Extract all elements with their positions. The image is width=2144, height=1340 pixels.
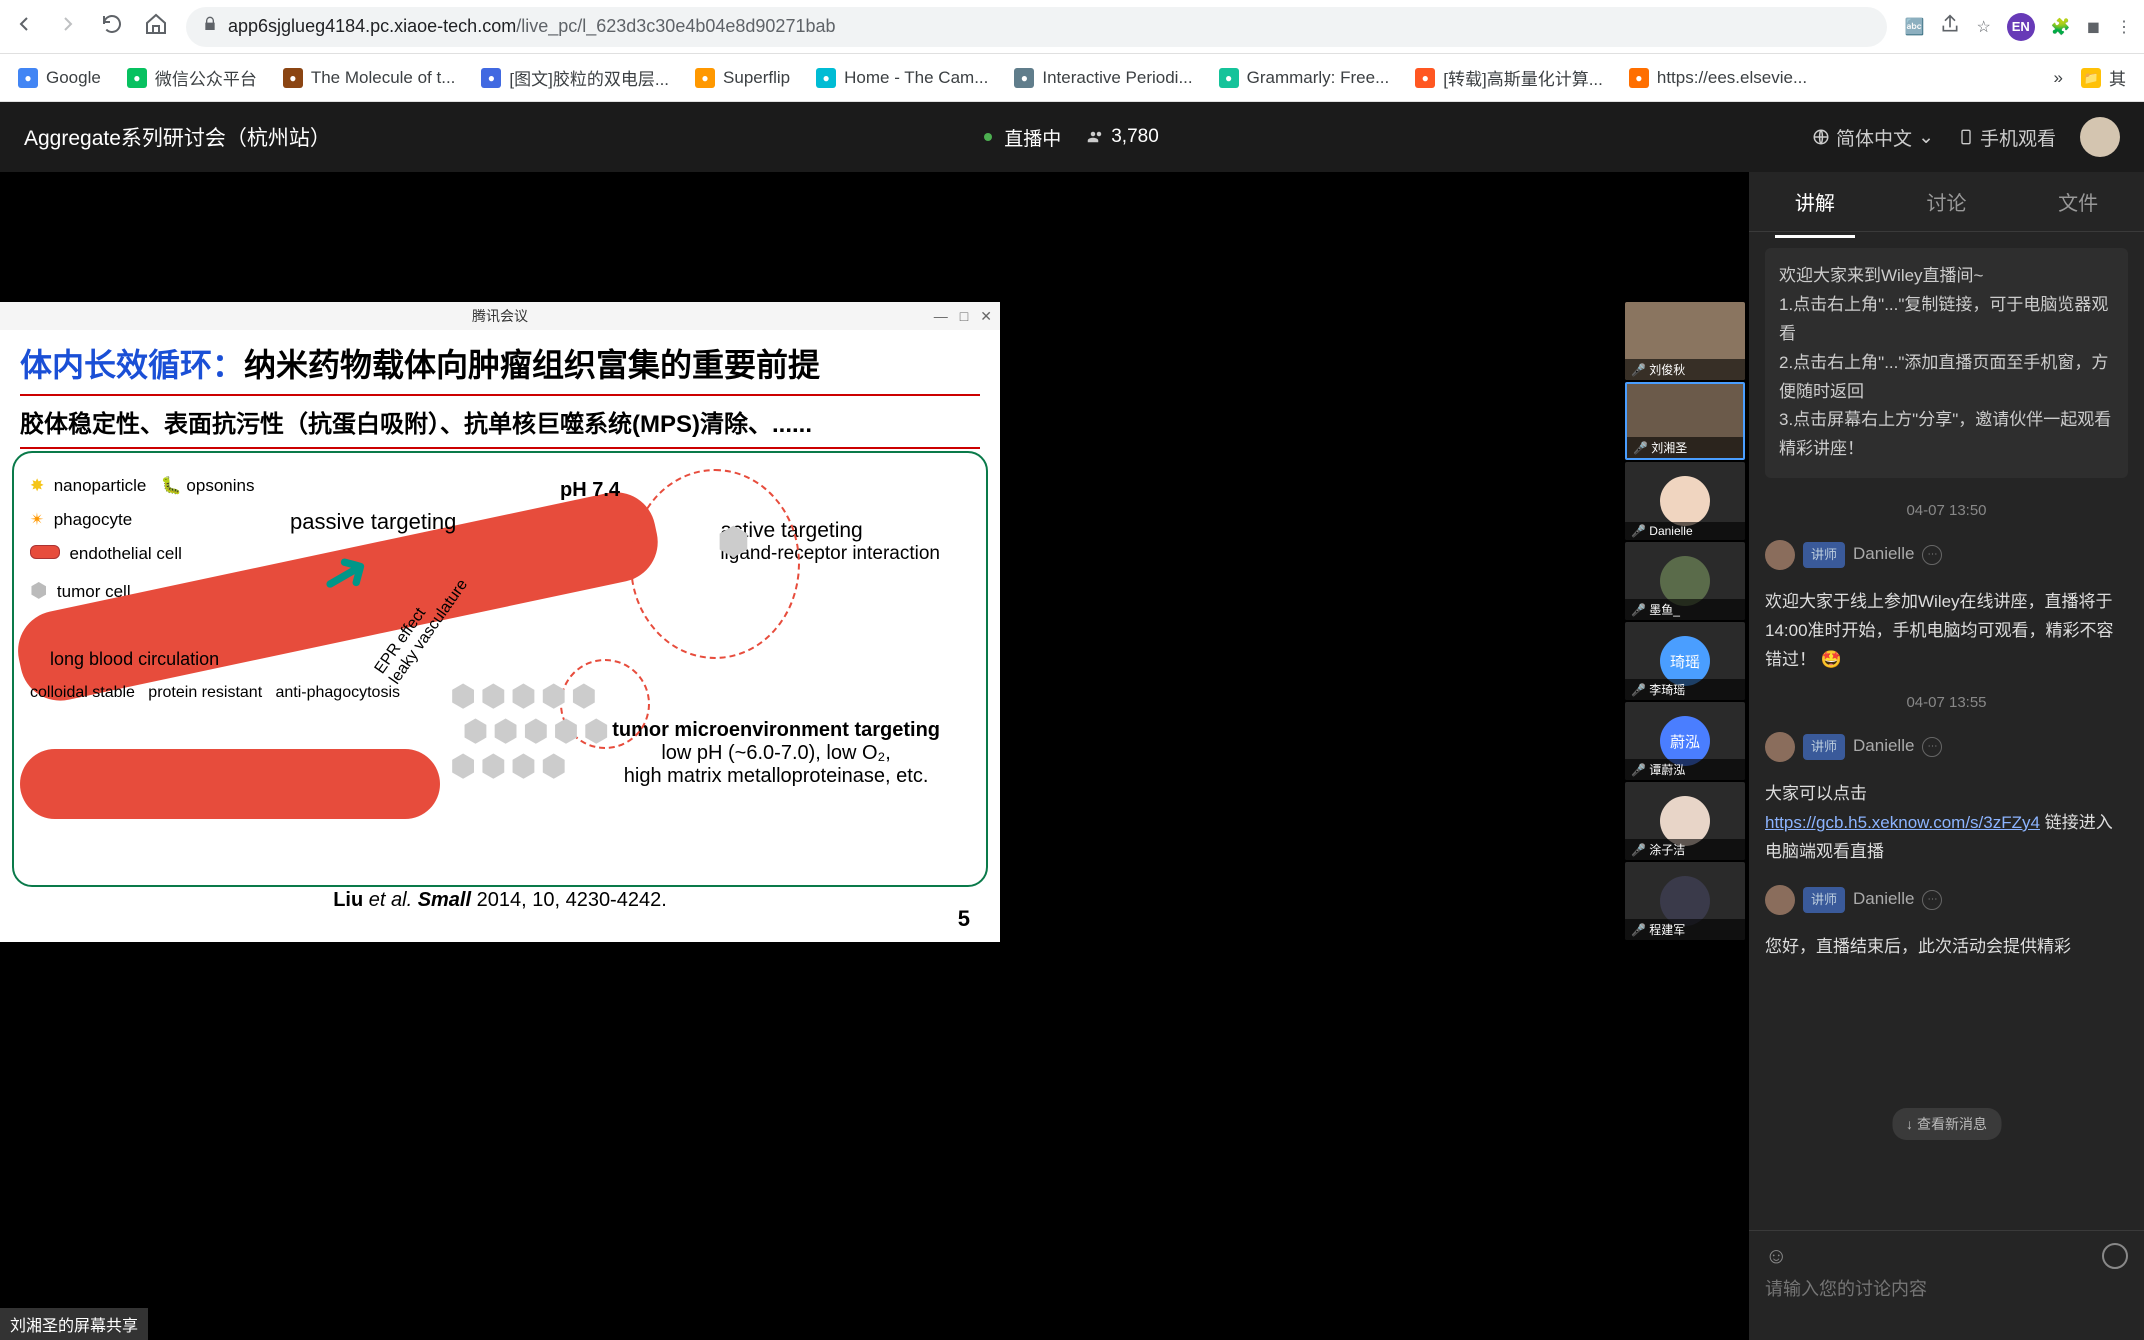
new-message-pill[interactable]: ↓ 查看新消息 [1892, 1108, 2001, 1140]
chat-body[interactable]: 欢迎大家来到Wiley直播间~ 1.点击右上角"..."复制链接，可于电脑览器观… [1749, 232, 2144, 1230]
screenshare-label: 刘湘圣的屏幕共享 [0, 1308, 148, 1340]
profile-badge[interactable]: EN [2007, 13, 2035, 41]
chat-user-row: 讲师 Danielle ⋯ [1765, 540, 2128, 570]
bookmark-item[interactable]: ●Grammarly: Free... [1219, 68, 1390, 88]
url-bar[interactable]: app6sjglueg4184.pc.xiaoe-tech.com/live_p… [186, 7, 1887, 47]
bookmark-item[interactable]: ●The Molecule of t... [283, 68, 456, 88]
menu-icon[interactable]: ⋮ [2116, 17, 2132, 37]
chat-username: Danielle [1853, 732, 1914, 761]
minimize-icon[interactable]: — [934, 308, 948, 325]
browser-toolbar: app6sjglueg4184.pc.xiaoe-tech.com/live_p… [0, 0, 2144, 54]
participant-tile[interactable]: 蔚泓🎤 谭蔚泓 [1625, 702, 1745, 780]
participants-grid: 🎤 刘俊秋🎤 刘湘圣🎤 Danielle🎤 墨鱼_琦瑶🎤 李琦瑶蔚泓🎤 谭蔚泓🎤… [1625, 302, 1745, 940]
participant-tile[interactable]: 🎤 刘湘圣 [1625, 382, 1745, 460]
participant-tile[interactable]: 🎤 墨鱼_ [1625, 542, 1745, 620]
lecturer-badge: 讲师 [1803, 542, 1845, 568]
user-avatar[interactable] [2080, 117, 2120, 157]
bookmark-item[interactable]: ●Superflip [695, 68, 790, 88]
bookmark-item[interactable]: ●Google [18, 68, 101, 88]
chat-user-row: 讲师 Danielle ⋯ [1765, 732, 2128, 762]
back-button[interactable] [12, 12, 36, 41]
chat-timestamp: 04-07 13:50 [1765, 498, 2128, 524]
translate-icon[interactable]: 🔤 [1905, 17, 1925, 37]
slide-diagram: ✸ nanoparticle 🐛 opsonins ✴ phagocyte en… [20, 459, 980, 879]
bookmark-item[interactable]: ●Interactive Periodi... [1014, 68, 1192, 88]
account-icon[interactable]: ◼ [2087, 17, 2100, 37]
slide-subtitle: 胶体稳定性、表面抗污性（抗蛋白吸附）、抗单核巨噬系统(MPS)清除、...... [20, 394, 980, 449]
chat-notice: 欢迎大家来到Wiley直播间~ 1.点击右上角"..."复制链接，可于电脑览器观… [1765, 248, 2128, 478]
star-icon[interactable]: ☆ [1976, 17, 1990, 37]
bookmark-item[interactable]: ●Home - The Cam... [816, 68, 988, 88]
chat-message: 欢迎大家于线上参加Wiley在线讲座，直播将于14:00准时开始，手机电脑均可观… [1765, 588, 2128, 675]
window-titlebar: 腾讯会议 — □ ✕ [0, 302, 1000, 330]
chat-message: 大家可以点击 https://gcb.h5.xeknow.com/s/3zFZy… [1765, 780, 2128, 867]
slide-citation: Liu et al. Small 2014, 10, 4230-4242. [20, 889, 980, 912]
slide-page-number: 5 [958, 906, 970, 932]
extensions-icon[interactable]: 🧩 [2051, 17, 2071, 37]
live-status: 直播中 [984, 124, 1061, 151]
tab-explain[interactable]: 讲解 [1775, 179, 1855, 224]
chat-timestamp: 04-07 13:55 [1765, 690, 2128, 716]
participant-tile[interactable]: 🎤 刘俊秋 [1625, 302, 1745, 380]
send-button[interactable] [2102, 1243, 2128, 1269]
participant-tile[interactable]: 🎤 程建军 [1625, 862, 1745, 940]
participant-tile[interactable]: 🎤 涂子洁 [1625, 782, 1745, 860]
mobile-watch[interactable]: 手机观看 [1958, 124, 2056, 151]
bookmark-item[interactable]: ●[图文]胶粒的双电层... [481, 65, 669, 90]
close-icon[interactable]: ✕ [980, 308, 992, 325]
app-header: Aggregate系列研讨会（杭州站） 直播中 3,780 简体中文 ⌄ 手机观… [0, 102, 2144, 172]
reload-button[interactable] [100, 12, 124, 41]
bookmark-item[interactable]: ●[转载]高斯量化计算... [1415, 65, 1603, 90]
bookmarks-bar: ●Google ●微信公众平台 ●The Molecule of t... ●[图文]… [0, 54, 2144, 102]
maximize-icon[interactable]: □ [960, 308, 968, 325]
chat-username: Danielle [1853, 540, 1914, 569]
participant-tile[interactable]: 🎤 Danielle [1625, 462, 1745, 540]
tab-discuss[interactable]: 讨论 [1906, 179, 1986, 224]
lecturer-badge: 讲师 [1803, 887, 1845, 913]
chat-avatar [1765, 732, 1795, 762]
chat-more-icon[interactable]: ⋯ [1922, 545, 1942, 565]
video-area: 腾讯会议 — □ ✕ 体内长效循环：纳米药物载体向肿瘤组织富集的重要前提 胶体稳… [0, 172, 1749, 1340]
chat-avatar [1765, 885, 1795, 915]
chat-tabs: 讲解 讨论 文件 [1749, 172, 2144, 232]
url-text: app6sjglueg4184.pc.xiaoe-tech.com/live_p… [228, 16, 836, 37]
emoji-button[interactable]: ☺ [1765, 1243, 1787, 1269]
bookmark-item[interactable]: ●微信公众平台 [127, 65, 257, 90]
chat-avatar [1765, 540, 1795, 570]
lock-icon [202, 16, 218, 37]
bookmark-item[interactable]: ●https://ees.elsevie... [1629, 68, 1807, 88]
viewer-count: 3,780 [1087, 126, 1159, 148]
forward-button[interactable] [56, 12, 80, 41]
home-button[interactable] [144, 12, 168, 41]
chat-username: Danielle [1853, 885, 1914, 914]
slide-heading: 体内长效循环：纳米药物载体向肿瘤组织富集的重要前提 [20, 340, 980, 386]
share-icon[interactable] [1940, 14, 1960, 39]
chat-input[interactable] [1765, 1279, 2128, 1300]
participant-tile[interactable]: 琦瑶🎤 李琦瑶 [1625, 622, 1745, 700]
chat-panel: 讲解 讨论 文件 欢迎大家来到Wiley直播间~ 1.点击右上角"..."复制链… [1749, 172, 2144, 1340]
bookmarks-overflow[interactable]: » [2054, 68, 2063, 88]
chevron-down-icon: ⌄ [1918, 126, 1934, 149]
other-bookmarks[interactable]: 📁 其 [2081, 65, 2126, 90]
chat-input-area: ☺ [1749, 1230, 2144, 1340]
language-selector[interactable]: 简体中文 ⌄ [1812, 124, 1934, 151]
chat-user-row: 讲师 Danielle ⋯ [1765, 885, 2128, 915]
chat-more-icon[interactable]: ⋯ [1922, 890, 1942, 910]
chat-message: 您好，直播结束后，此次活动会提供精彩 [1765, 933, 2128, 962]
chat-more-icon[interactable]: ⋯ [1922, 737, 1942, 757]
chat-link[interactable]: https://gcb.h5.xeknow.com/s/3zFZy4 [1765, 813, 2040, 832]
lecturer-badge: 讲师 [1803, 734, 1845, 760]
shared-screen: 腾讯会议 — □ ✕ 体内长效循环：纳米药物载体向肿瘤组织富集的重要前提 胶体稳… [0, 302, 1000, 942]
tab-files[interactable]: 文件 [2038, 179, 2118, 224]
stream-title: Aggregate系列研讨会（杭州站） [24, 122, 331, 152]
